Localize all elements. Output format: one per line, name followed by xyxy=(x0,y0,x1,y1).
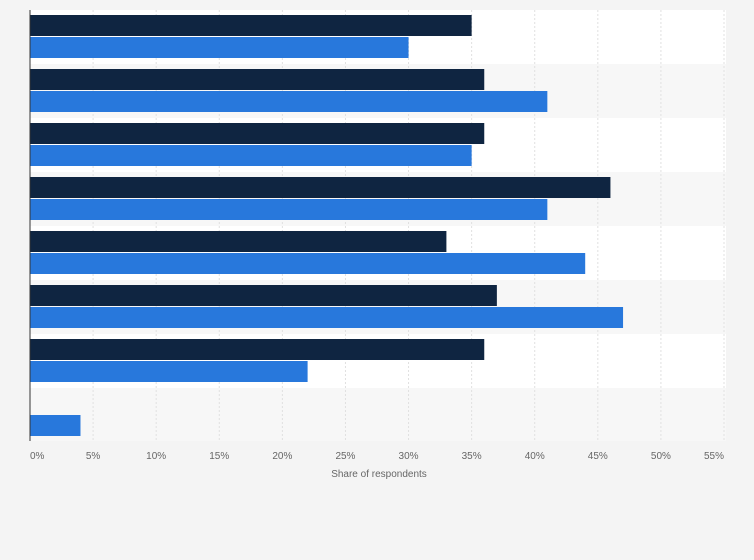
x-tick-label: 20% xyxy=(272,451,292,462)
x-axis-title: Share of respondents xyxy=(331,469,427,480)
bar xyxy=(30,415,81,436)
bar xyxy=(30,231,447,252)
row-band xyxy=(30,388,726,441)
bar xyxy=(30,37,409,58)
bar xyxy=(30,361,308,382)
bar xyxy=(30,69,485,90)
bar xyxy=(30,91,548,112)
x-tick-label: 55% xyxy=(704,451,724,462)
x-tick-label: 35% xyxy=(462,451,482,462)
x-tick-label: 40% xyxy=(525,451,545,462)
bar xyxy=(30,15,472,36)
x-tick-label: 25% xyxy=(335,451,355,462)
x-tick-label: 50% xyxy=(651,451,671,462)
bar xyxy=(30,253,586,274)
x-tick-label: 0% xyxy=(30,451,45,462)
x-tick-label: 45% xyxy=(588,451,608,462)
x-tick-label: 30% xyxy=(399,451,419,462)
bar xyxy=(30,307,624,328)
bar xyxy=(30,123,485,144)
x-tick-label: 5% xyxy=(86,451,101,462)
x-tick-labels: 0% 5% 10% 15% 20% 25% 30% 35% 40% 45% 50% 55% xyxy=(30,451,724,462)
x-tick-label: 10% xyxy=(146,451,166,462)
bar-marks xyxy=(30,15,624,436)
x-tick-label: 15% xyxy=(209,451,229,462)
bar xyxy=(30,145,472,166)
bar xyxy=(30,339,485,360)
bar xyxy=(30,177,611,198)
bar xyxy=(30,199,548,220)
bar xyxy=(30,285,497,306)
